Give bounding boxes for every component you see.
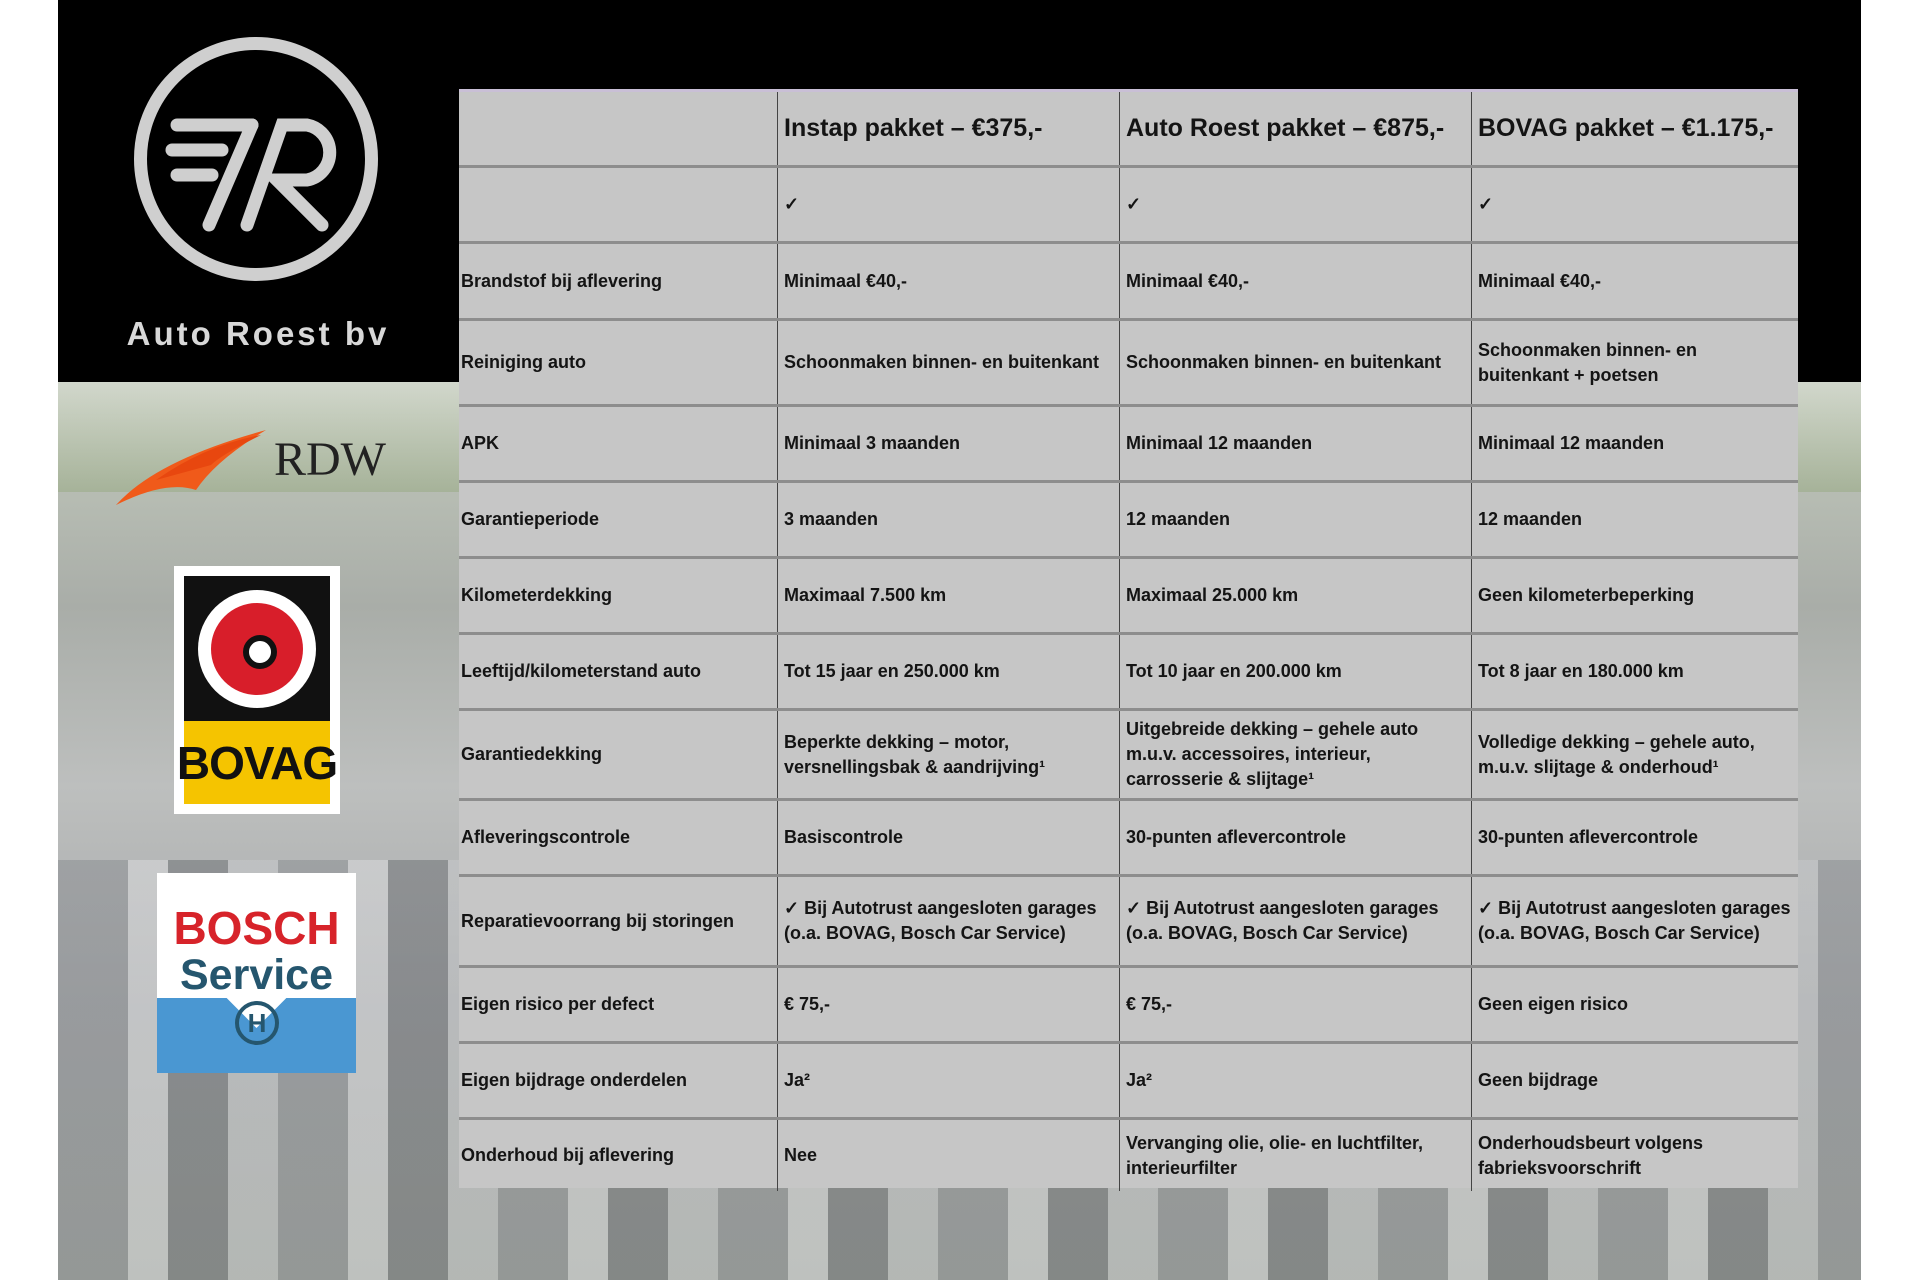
table-row: Eigen bijdrage onderdelen Ja² Ja² Geen bijd… bbox=[459, 1044, 1798, 1120]
rdw-logo: RDW bbox=[116, 420, 396, 510]
package-value: Uitgebreide dekking – gehele auto m.u.v.… bbox=[1120, 711, 1472, 798]
package-value: Maximaal 25.000 km bbox=[1120, 559, 1472, 632]
feature-label: Eigen risico per defect bbox=[459, 968, 778, 1041]
package-value: € 75,- bbox=[1120, 968, 1472, 1041]
package-value: Tot 8 jaar en 180.000 km bbox=[1478, 661, 1684, 681]
package-value: Geen bijdrage bbox=[1478, 1070, 1599, 1090]
bovag-logo: BOVAG bbox=[174, 566, 340, 814]
package-value: Minimaal €40,- bbox=[1478, 270, 1602, 291]
table-row: Onderhoud bij aflevering Nee Vervanging ol… bbox=[459, 1120, 1798, 1191]
package-value: Ja² bbox=[1120, 1044, 1472, 1117]
bosch-armature-icon: H bbox=[235, 1001, 279, 1045]
table-header-row: Instap pakket – €375,- Auto Roest pakket … bbox=[459, 92, 1798, 168]
package-value: Ja² bbox=[778, 1044, 1120, 1117]
package-value: Geen eigen risico bbox=[1478, 994, 1629, 1014]
package-value: ✓ bbox=[1478, 194, 1494, 214]
header-empty-cell bbox=[459, 92, 778, 165]
package-value: 30-punten aflevercontrole bbox=[1478, 827, 1699, 847]
package-value: ✓ bbox=[778, 168, 1120, 241]
table-row: Garantieperiode 3 maanden 12 maanden 12 maa… bbox=[459, 483, 1798, 559]
feature-label bbox=[459, 168, 778, 241]
feature-label: Kilometerdekking bbox=[459, 559, 778, 632]
package-value: 3 maanden bbox=[778, 483, 1120, 556]
package-value: Tot 10 jaar en 200.000 km bbox=[1120, 635, 1472, 708]
package-value: Minimaal 12 maanden bbox=[1478, 433, 1665, 453]
feature-label: Reparatievoorrang bij storingen bbox=[459, 877, 778, 965]
package-value: € 75,- bbox=[778, 968, 1120, 1041]
table-row: Reiniging auto Schoonmaken binnen- en bui… bbox=[459, 321, 1798, 407]
package-value: Minimaal €40,- bbox=[1120, 244, 1472, 318]
package-value: 12 maanden bbox=[1120, 483, 1472, 556]
package-value: 30-punten aflevercontrole bbox=[1120, 801, 1472, 874]
package-value: Minimaal 12 maanden bbox=[1120, 407, 1472, 480]
bosch-text: BOSCH bbox=[173, 902, 340, 954]
package-value: ✓ Bij Autotrust aangesloten garages (o.a… bbox=[1478, 898, 1791, 943]
package-comparison-table: Instap pakket – €375,- Auto Roest pakket … bbox=[459, 89, 1798, 1191]
package-value: Tot 15 jaar en 250.000 km bbox=[778, 635, 1120, 708]
feature-label: Garantiedekking bbox=[459, 711, 778, 798]
auto-roest-logo bbox=[134, 37, 378, 281]
table-row: ✓ ✓ ✓ bbox=[459, 168, 1798, 244]
package-value: Schoonmaken binnen- en buitenkant + poet… bbox=[1478, 339, 1698, 385]
feature-label: Brandstof bij aflevering bbox=[459, 244, 778, 318]
rdw-wing-icon bbox=[116, 430, 266, 505]
package-value: Onderhoudsbeurt volgens fabrieksvoorschr… bbox=[1478, 1132, 1704, 1178]
bovag-emblem-icon bbox=[184, 576, 330, 721]
brand-name: Auto Roest bv bbox=[126, 315, 390, 352]
feature-label: Reiniging auto bbox=[459, 321, 778, 404]
table-row: APK Minimaal 3 maanden Minimaal 12 maanden… bbox=[459, 407, 1798, 483]
package-value: Minimaal 3 maanden bbox=[778, 407, 1120, 480]
package-value: Maximaal 7.500 km bbox=[778, 559, 1120, 632]
feature-label: Onderhoud bij aflevering bbox=[459, 1120, 778, 1191]
package-value: Minimaal €40,- bbox=[778, 244, 1120, 318]
package-header: Instap pakket – €375,- bbox=[778, 92, 1120, 165]
package-value: Beperkte dekking – motor, versnellingsba… bbox=[778, 711, 1120, 798]
package-header: Auto Roest pakket – €875,- bbox=[1120, 92, 1472, 165]
package-value: ✓ bbox=[1120, 168, 1472, 241]
table-row: Brandstof bij aflevering Minimaal €40,- Mi… bbox=[459, 244, 1798, 321]
table-row: Kilometerdekking Maximaal 7.500 km Maximaa… bbox=[459, 559, 1798, 635]
package-header: BOVAG pakket – €1.175,- bbox=[1478, 114, 1774, 142]
ar-monogram-icon bbox=[165, 118, 337, 232]
bosch-service-logo: BOSCH Service H bbox=[157, 873, 356, 1073]
feature-label: Garantieperiode bbox=[459, 483, 778, 556]
feature-label: Leeftijd/kilometerstand auto bbox=[459, 635, 778, 708]
table-row: Afleveringscontrole Basiscontrole 30-punte… bbox=[459, 801, 1798, 877]
package-value: ✓ Bij Autotrust aangesloten garages (o.a… bbox=[1120, 877, 1472, 965]
table-row: Leeftijd/kilometerstand auto Tot 15 jaar … bbox=[459, 635, 1798, 711]
package-value: Basiscontrole bbox=[778, 801, 1120, 874]
bovag-text: BOVAG bbox=[177, 721, 338, 804]
package-value: ✓ Bij Autotrust aangesloten garages (o.a… bbox=[778, 877, 1120, 965]
package-value: Vervanging olie, olie- en luchtfilter, i… bbox=[1120, 1120, 1472, 1191]
service-text: Service bbox=[179, 951, 334, 999]
package-value: Schoonmaken binnen- en buitenkant bbox=[1120, 321, 1472, 404]
package-value: Geen kilometerbeperking bbox=[1478, 585, 1695, 605]
table-row: Eigen risico per defect € 75,- € 75,- Geen … bbox=[459, 968, 1798, 1044]
table-row: Reparatievoorrang bij storingen ✓ Bij Aut… bbox=[459, 877, 1798, 968]
feature-label: APK bbox=[459, 407, 778, 480]
package-value: Nee bbox=[778, 1120, 1120, 1191]
package-value: 12 maanden bbox=[1478, 509, 1583, 529]
table-row: Garantiedekking Beperkte dekking – motor,… bbox=[459, 711, 1798, 801]
package-value: Schoonmaken binnen- en buitenkant bbox=[778, 321, 1120, 404]
rdw-text: RDW bbox=[274, 433, 386, 486]
feature-label: Eigen bijdrage onderdelen bbox=[459, 1044, 778, 1117]
feature-label: Afleveringscontrole bbox=[459, 801, 778, 874]
package-value: Volledige dekking – gehele auto, m.u.v. … bbox=[1478, 731, 1755, 777]
